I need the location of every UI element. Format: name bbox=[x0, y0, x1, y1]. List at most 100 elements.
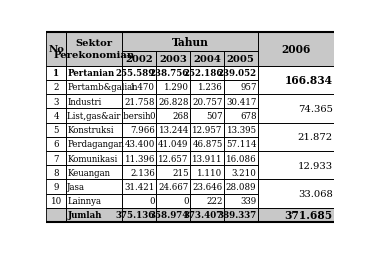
Bar bbox=[190, 52, 224, 66]
Bar bbox=[190, 52, 224, 66]
Text: 13.911: 13.911 bbox=[192, 154, 223, 163]
Text: 21.758: 21.758 bbox=[124, 97, 155, 106]
Bar bbox=[224, 109, 258, 123]
Bar bbox=[190, 81, 224, 95]
Bar bbox=[46, 123, 66, 137]
Bar bbox=[122, 95, 156, 109]
Bar bbox=[156, 151, 190, 166]
Bar bbox=[190, 208, 224, 222]
Bar bbox=[258, 66, 334, 95]
Bar bbox=[46, 95, 66, 109]
Text: 252.186: 252.186 bbox=[183, 69, 223, 78]
Bar bbox=[224, 137, 258, 151]
Text: 31.421: 31.421 bbox=[124, 182, 155, 191]
Bar bbox=[46, 208, 66, 222]
Bar bbox=[122, 52, 156, 66]
Bar bbox=[258, 33, 334, 66]
Text: 222: 222 bbox=[206, 196, 223, 205]
Text: 1.110: 1.110 bbox=[197, 168, 223, 177]
Bar bbox=[190, 123, 224, 137]
Bar bbox=[190, 66, 224, 81]
Bar bbox=[122, 151, 156, 166]
Text: 20.757: 20.757 bbox=[192, 97, 223, 106]
Text: 1.290: 1.290 bbox=[164, 83, 189, 92]
Bar bbox=[258, 123, 334, 151]
Bar bbox=[190, 137, 224, 151]
Bar bbox=[224, 194, 258, 208]
Bar bbox=[66, 151, 122, 166]
Bar bbox=[156, 180, 190, 194]
Bar bbox=[46, 151, 66, 166]
Text: 371.685: 371.685 bbox=[285, 210, 333, 220]
Text: 0: 0 bbox=[149, 196, 155, 205]
Bar bbox=[46, 137, 66, 151]
Text: Sektor
Perekonomian: Sektor Perekonomian bbox=[53, 39, 135, 60]
Text: 3: 3 bbox=[53, 97, 59, 106]
Text: 2.136: 2.136 bbox=[130, 168, 155, 177]
Bar bbox=[66, 180, 122, 194]
Bar bbox=[66, 194, 122, 208]
Bar bbox=[122, 109, 156, 123]
Bar bbox=[258, 95, 334, 123]
Text: 1.470: 1.470 bbox=[130, 83, 155, 92]
Bar bbox=[46, 180, 66, 194]
Text: 23.646: 23.646 bbox=[193, 182, 223, 191]
Bar bbox=[190, 166, 224, 180]
Bar bbox=[258, 151, 334, 180]
Bar bbox=[122, 66, 156, 81]
Bar bbox=[66, 137, 122, 151]
Text: 28.089: 28.089 bbox=[226, 182, 257, 191]
Bar bbox=[122, 66, 156, 81]
Bar bbox=[156, 208, 190, 222]
Bar bbox=[190, 166, 224, 180]
Bar bbox=[156, 109, 190, 123]
Bar bbox=[66, 208, 122, 222]
Text: 21.872: 21.872 bbox=[298, 133, 333, 142]
Bar bbox=[190, 66, 224, 81]
Bar bbox=[190, 109, 224, 123]
Bar bbox=[66, 137, 122, 151]
Text: 0: 0 bbox=[149, 112, 155, 120]
Bar bbox=[224, 180, 258, 194]
Text: Lainnya: Lainnya bbox=[67, 196, 101, 205]
Bar bbox=[224, 95, 258, 109]
Bar bbox=[46, 166, 66, 180]
Bar bbox=[46, 137, 66, 151]
Bar bbox=[46, 95, 66, 109]
Bar bbox=[258, 95, 334, 123]
Text: 6: 6 bbox=[53, 140, 59, 149]
Bar bbox=[122, 33, 258, 52]
Bar bbox=[258, 208, 334, 222]
Text: 13.244: 13.244 bbox=[158, 126, 189, 135]
Bar bbox=[46, 81, 66, 95]
Bar bbox=[224, 109, 258, 123]
Bar bbox=[224, 66, 258, 81]
Bar bbox=[190, 194, 224, 208]
Bar bbox=[46, 66, 66, 81]
Bar bbox=[122, 194, 156, 208]
Text: List,gas&air bersih: List,gas&air bersih bbox=[67, 112, 151, 120]
Bar bbox=[190, 81, 224, 95]
Bar bbox=[122, 137, 156, 151]
Text: 7: 7 bbox=[53, 154, 59, 163]
Text: 2: 2 bbox=[53, 83, 59, 92]
Bar bbox=[46, 66, 66, 81]
Text: Jumlah: Jumlah bbox=[67, 211, 102, 219]
Bar bbox=[224, 52, 258, 66]
Text: 46.875: 46.875 bbox=[192, 140, 223, 149]
Text: Pertanian: Pertanian bbox=[67, 69, 114, 78]
Bar bbox=[224, 52, 258, 66]
Text: 4: 4 bbox=[53, 112, 59, 120]
Bar bbox=[258, 33, 334, 66]
Bar bbox=[156, 95, 190, 109]
Bar bbox=[46, 166, 66, 180]
Text: 339: 339 bbox=[240, 196, 257, 205]
Text: 12.957: 12.957 bbox=[192, 126, 223, 135]
Bar bbox=[122, 194, 156, 208]
Text: 1.236: 1.236 bbox=[198, 83, 223, 92]
Bar bbox=[156, 81, 190, 95]
Bar bbox=[46, 81, 66, 95]
Text: 389.337: 389.337 bbox=[217, 211, 257, 219]
Bar bbox=[66, 180, 122, 194]
Bar bbox=[156, 137, 190, 151]
